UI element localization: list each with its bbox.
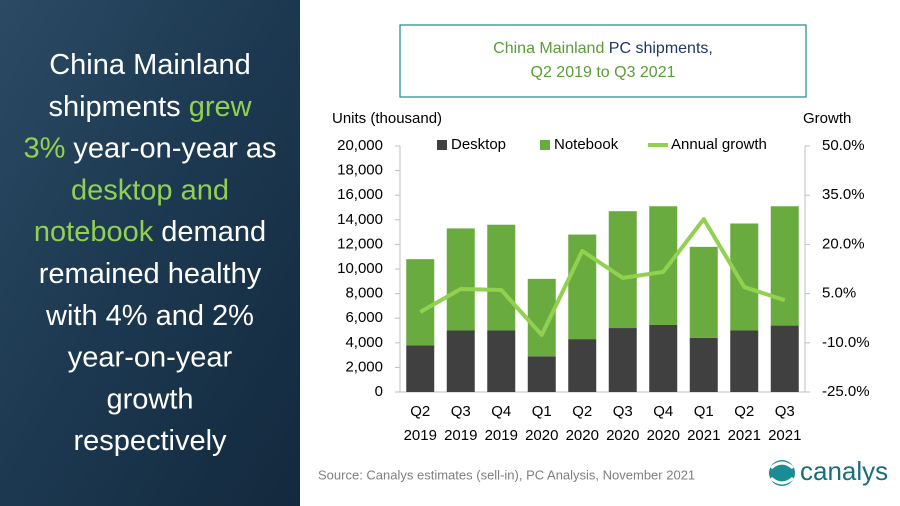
x-tick-label: Q4: [491, 403, 511, 420]
y-tick-label: 2,000: [345, 358, 383, 375]
x-tick-label: 2019: [485, 427, 518, 444]
bar: [406, 259, 435, 346]
panel-text: 3%: [23, 132, 65, 164]
panel-text: growth: [106, 383, 193, 415]
y-tick-label: 14,000: [337, 211, 383, 228]
chart-title: China Mainland PC shipments,: [493, 40, 713, 57]
panel-text: China Mainland: [49, 49, 251, 81]
y2-tick-label: -10.0%: [822, 334, 870, 351]
x-tick-label: Q2: [410, 403, 430, 420]
bar: [487, 224, 516, 331]
bar: [568, 339, 597, 392]
y2-tick-label: 35.0%: [822, 186, 865, 203]
legend-label: Desktop: [451, 136, 506, 153]
bar: [730, 330, 759, 392]
x-tick-label: 2019: [404, 427, 437, 444]
x-tick-label: 2021: [687, 427, 720, 444]
legend-swatch: [540, 140, 550, 150]
x-tick-label: 2019: [444, 427, 477, 444]
y-tick-label: 0: [375, 383, 383, 400]
title-text: PC shipments,: [604, 40, 712, 57]
y-tick-label: 12,000: [337, 235, 383, 252]
y-tick-label: 6,000: [345, 309, 383, 326]
title-text: Q2 2019 to Q3 2021: [531, 64, 676, 81]
bar: [689, 246, 718, 338]
y-tick-label: 10,000: [337, 260, 383, 277]
title-text: China Mainland: [493, 40, 604, 57]
panel-line: 3% year-on-year as: [23, 132, 276, 164]
source: Source: Canalys estimates (sell-in), PC …: [318, 467, 695, 482]
panel-line: China Mainland: [49, 49, 251, 81]
panel-text: grew: [189, 90, 253, 122]
y-tick-label: 4,000: [345, 334, 383, 351]
x-tick-label: 2021: [728, 427, 761, 444]
panel-line: desktop and: [71, 174, 229, 206]
y2-tick-label: -25.0%: [822, 383, 870, 400]
panel-text: year-on-year: [68, 341, 233, 373]
panel-text: desktop and: [71, 174, 229, 206]
x-tick-label: Q3: [775, 403, 795, 420]
bar: [608, 328, 637, 392]
bar: [527, 356, 556, 392]
bar: [730, 223, 759, 331]
panel-text: shipments: [48, 90, 188, 122]
line: [419, 217, 786, 337]
x-tick-label: Q2: [734, 403, 754, 420]
legend-swatch: [437, 140, 447, 150]
panel-line: growth: [106, 383, 193, 415]
bar: [770, 206, 799, 326]
x-tick-label: 2021: [768, 427, 801, 444]
x-tick-label: 2020: [566, 427, 599, 444]
panel-line: respectively: [73, 425, 227, 457]
bar: [406, 345, 435, 392]
logo-icon: [769, 460, 795, 486]
panel-text: demand: [153, 216, 266, 248]
left-panel: [0, 0, 300, 506]
title-box: [399, 24, 807, 98]
y2-tick-label: 50.0%: [822, 137, 865, 154]
x-tick-label: Q1: [532, 403, 552, 420]
x-tick-label: 2020: [606, 427, 639, 444]
bar: [649, 324, 678, 392]
bar: [446, 330, 475, 392]
panel-text: respectively: [73, 425, 227, 457]
panel-line: year-on-year: [68, 341, 233, 373]
bar: [649, 206, 678, 325]
panel-text: with 4% and 2%: [45, 299, 254, 331]
x-tick-label: Q1: [694, 403, 714, 420]
x-tick-label: Q3: [613, 403, 633, 420]
y-axis-label: Units (thousand): [332, 110, 442, 127]
legend-label: Notebook: [554, 136, 619, 153]
panel-line: shipments grew: [48, 90, 252, 122]
y2-tick-label: 5.0%: [822, 285, 856, 302]
bar: [446, 228, 475, 331]
bar: [689, 337, 718, 392]
y-tick-label: 8,000: [345, 285, 383, 302]
chart-title: Q2 2019 to Q3 2021: [531, 64, 676, 81]
bar: [770, 325, 799, 392]
panel-line: notebook demand: [34, 216, 266, 248]
x-tick-label: Q4: [653, 403, 673, 420]
panel-text: remained healthy: [39, 258, 262, 290]
panel-line: remained healthy: [39, 258, 262, 290]
y-tick-label: 20,000: [337, 137, 383, 154]
x-tick-label: 2020: [647, 427, 680, 444]
bar: [487, 330, 516, 392]
x-tick-label: Q3: [451, 403, 471, 420]
x-tick-label: 2020: [525, 427, 558, 444]
panel-text: notebook: [34, 216, 154, 248]
y2-axis-label: Growth: [803, 110, 851, 127]
y-tick-label: 18,000: [337, 162, 383, 179]
y-tick-label: 16,000: [337, 186, 383, 203]
panel-text: year-on-year as: [65, 132, 276, 164]
panel-line: with 4% and 2%: [45, 299, 254, 331]
logo-text: canalys: [800, 456, 888, 486]
x-tick-label: Q2: [572, 403, 592, 420]
y2-tick-label: 20.0%: [822, 235, 865, 252]
legend-label: Annual growth: [671, 136, 767, 153]
